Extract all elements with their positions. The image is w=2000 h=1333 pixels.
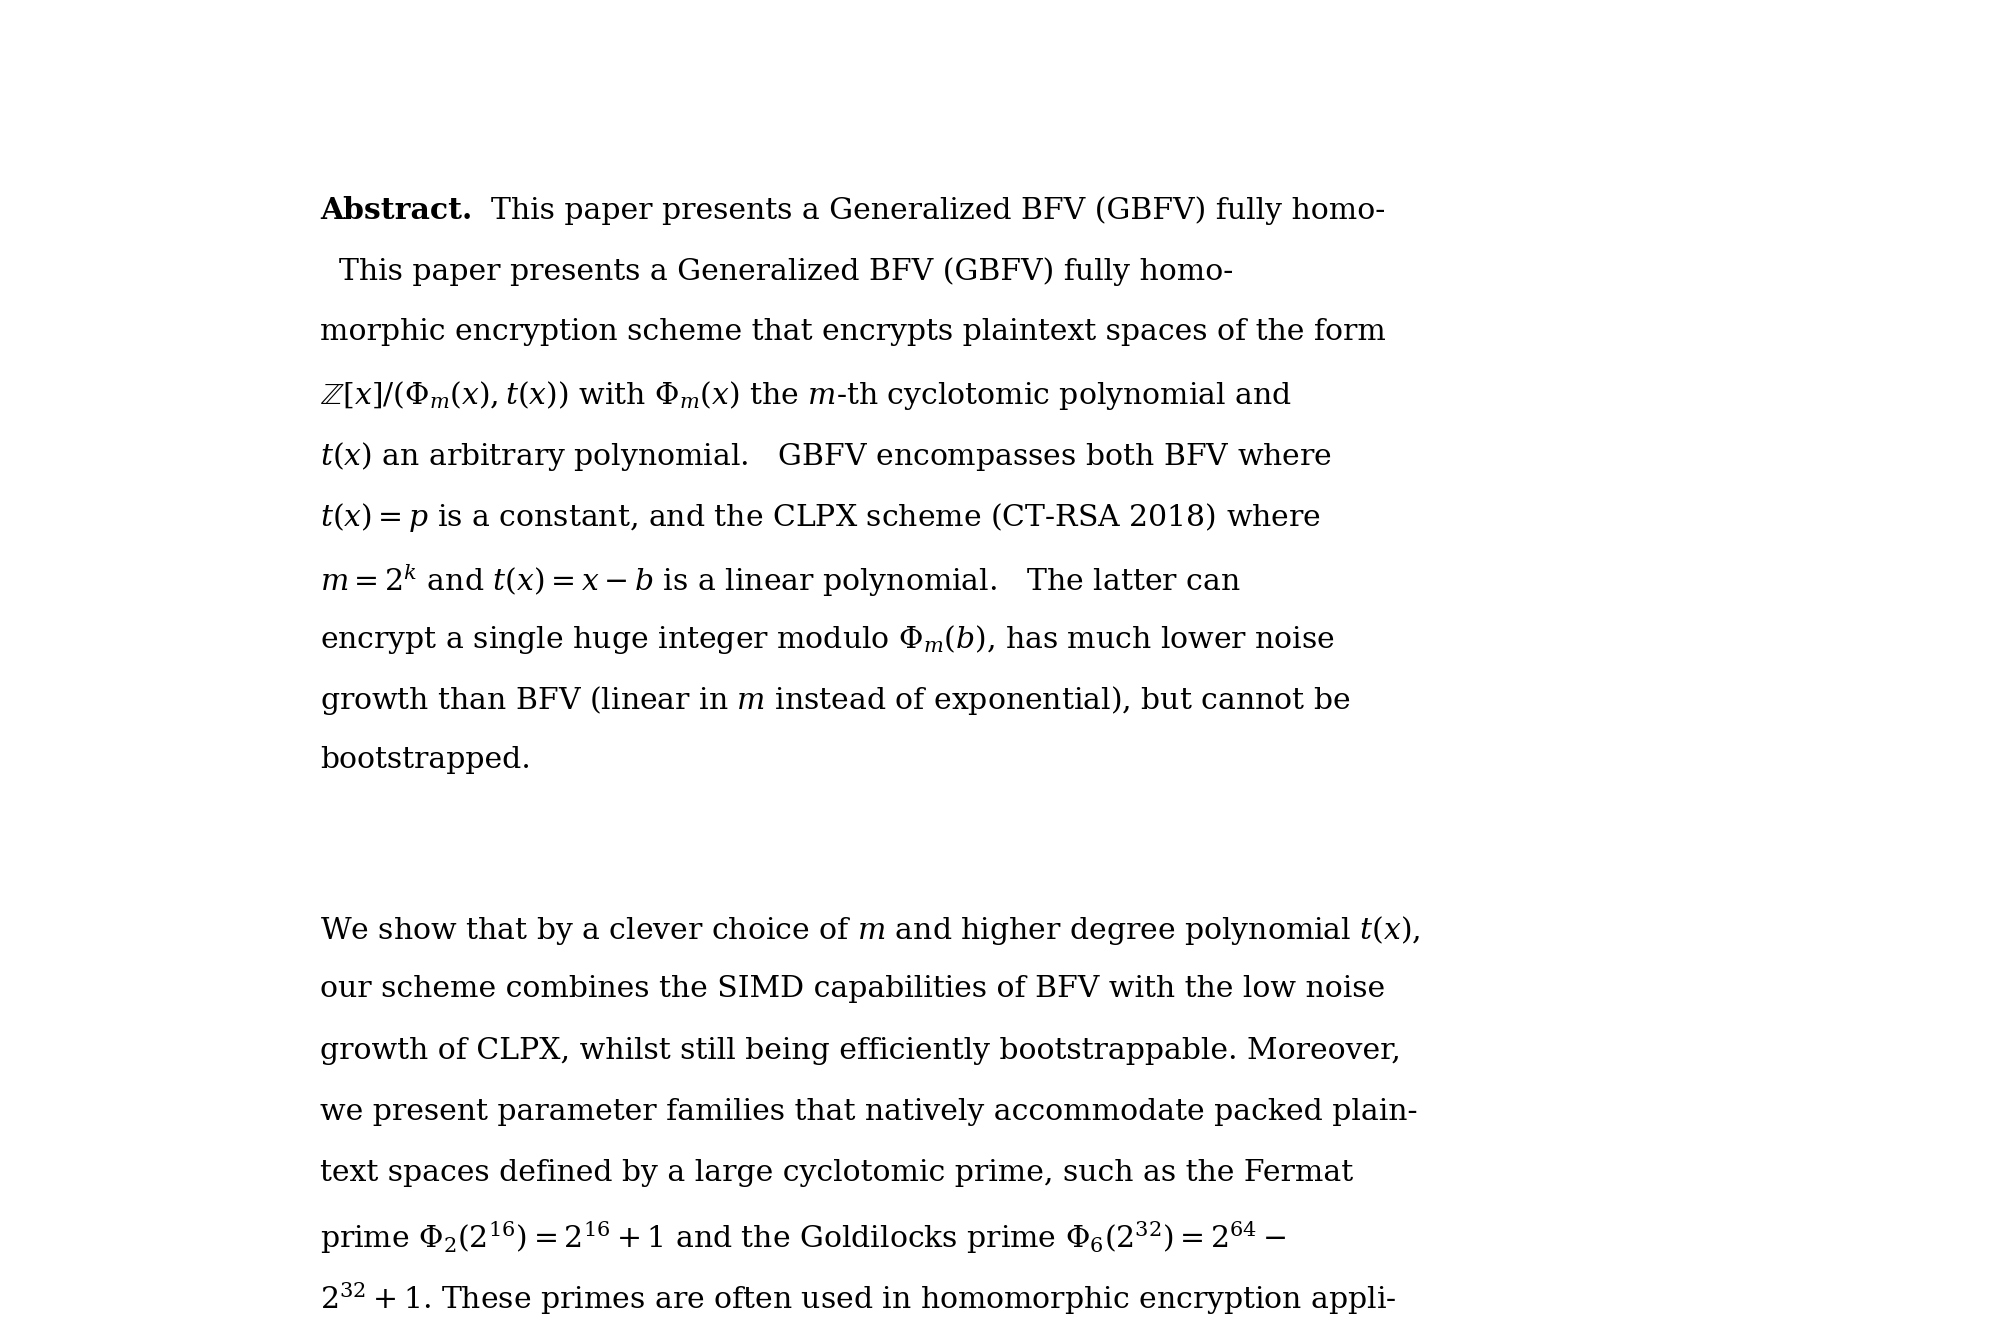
Text: text spaces defined by a large cyclotomic prime, such as the Fermat: text spaces defined by a large cyclotomi…	[320, 1158, 1352, 1186]
Text: Abstract.: Abstract.	[320, 196, 472, 225]
Text: growth than BFV (linear in $m$ instead of exponential), but cannot be: growth than BFV (linear in $m$ instead o…	[320, 684, 1350, 717]
Text: bootstrapped.: bootstrapped.	[320, 745, 530, 773]
Text: $t(x) = p$ is a constant, and the CLPX scheme (CT-RSA 2018) where: $t(x) = p$ is a constant, and the CLPX s…	[320, 501, 1320, 535]
Text: $m = 2^k$ and $t(x) = x - b$ is a linear polynomial.   The latter can: $m = 2^k$ and $t(x) = x - b$ is a linear…	[320, 563, 1240, 599]
Text: prime $\Phi_2(2^{16}) = 2^{16} + 1$ and the Goldilocks prime $\Phi_6(2^{32}) = 2: prime $\Phi_2(2^{16}) = 2^{16} + 1$ and …	[320, 1220, 1286, 1256]
Text: growth of CLPX, whilst still being efficiently bootstrappable. Moreover,: growth of CLPX, whilst still being effic…	[320, 1037, 1400, 1065]
Text: $\mathbb{Z}[x]/(\Phi_m(x), t(x))$ with $\Phi_m(x)$ the $m$-th cyclotomic polynom: $\mathbb{Z}[x]/(\Phi_m(x), t(x))$ with $…	[320, 379, 1292, 412]
Text: We show that by a clever choice of $m$ and higher degree polynomial $t(x)$,: We show that by a clever choice of $m$ a…	[320, 914, 1420, 948]
Text: This paper presents a Generalized BFV (GBFV) fully homo-: This paper presents a Generalized BFV (G…	[320, 257, 1234, 285]
Text: we present parameter families that natively accommodate packed plain-: we present parameter families that nativ…	[320, 1097, 1418, 1125]
Text: This paper presents a Generalized BFV (GBFV) fully homo-: This paper presents a Generalized BFV (G…	[472, 196, 1386, 225]
Text: morphic encryption scheme that encrypts plaintext spaces of the form: morphic encryption scheme that encrypts …	[320, 319, 1386, 347]
Text: $t(x)$ an arbitrary polynomial.   GBFV encompasses both BFV where: $t(x)$ an arbitrary polynomial. GBFV enc…	[320, 440, 1332, 473]
Text: our scheme combines the SIMD capabilities of BFV with the low noise: our scheme combines the SIMD capabilitie…	[320, 976, 1384, 1004]
Text: encrypt a single huge integer modulo $\Phi_m(b)$, has much lower noise: encrypt a single huge integer modulo $\P…	[320, 624, 1334, 656]
Text: $2^{32} + 1$. These primes are often used in homomorphic encryption appli-: $2^{32} + 1$. These primes are often use…	[320, 1281, 1396, 1317]
